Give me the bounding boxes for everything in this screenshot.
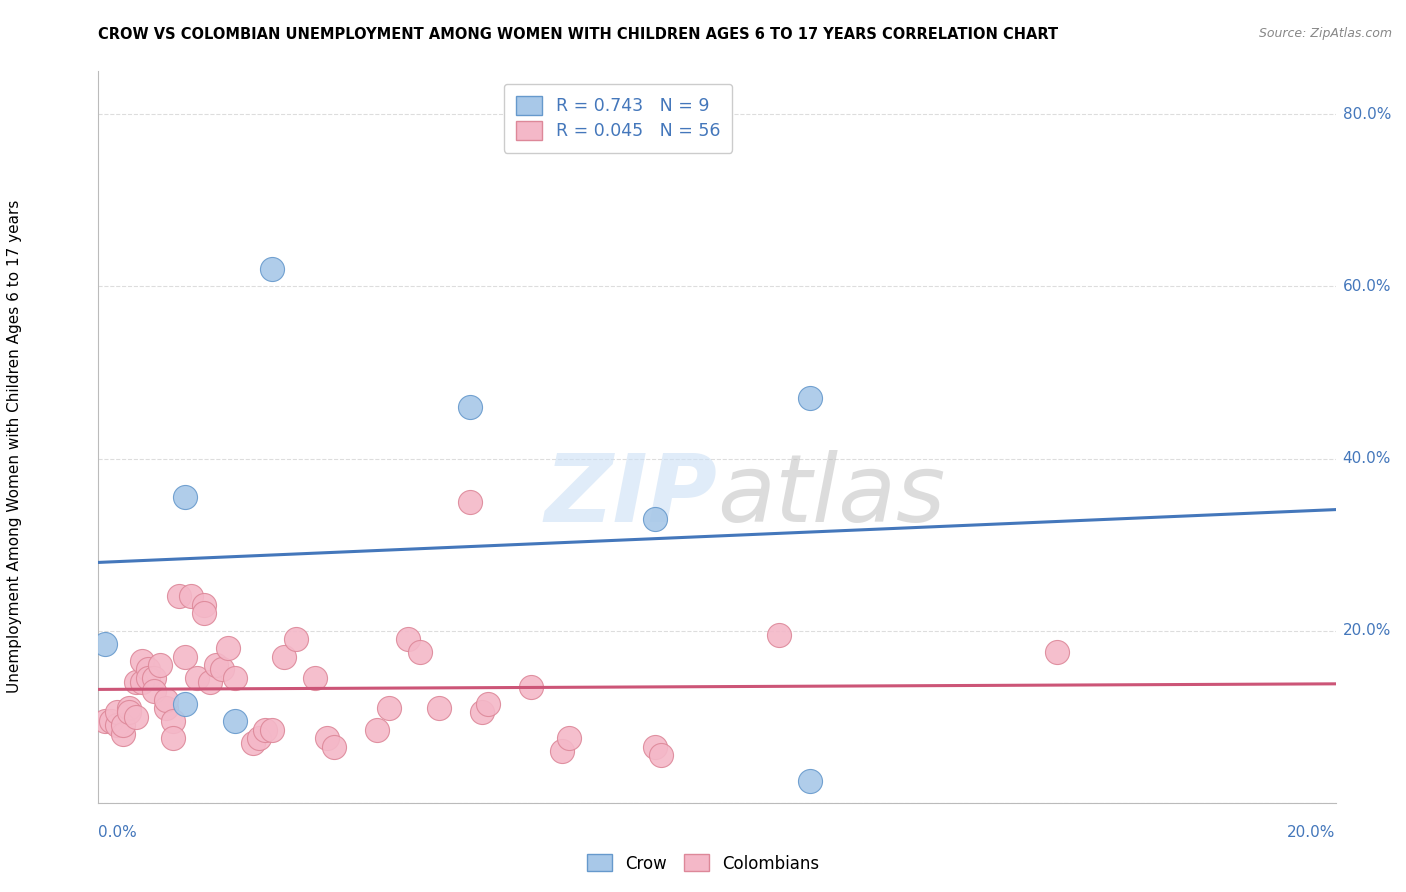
Point xyxy=(477,697,499,711)
Text: 60.0%: 60.0% xyxy=(1343,279,1391,294)
Point xyxy=(471,706,494,720)
Text: atlas: atlas xyxy=(717,450,945,541)
Point xyxy=(124,675,146,690)
Point xyxy=(174,697,197,711)
Point xyxy=(378,701,401,715)
Point xyxy=(205,658,228,673)
Point xyxy=(322,739,344,754)
Legend: Crow, Colombians: Crow, Colombians xyxy=(581,847,825,880)
Point xyxy=(247,731,270,746)
Point xyxy=(799,392,821,406)
Point xyxy=(112,727,135,741)
Point xyxy=(174,491,197,505)
Point xyxy=(273,649,295,664)
Point xyxy=(316,731,339,746)
Point xyxy=(551,744,574,758)
Point xyxy=(242,735,264,749)
Point xyxy=(285,632,308,647)
Point xyxy=(131,654,153,668)
Text: 0.0%: 0.0% xyxy=(98,825,138,840)
Point xyxy=(124,710,146,724)
Point xyxy=(458,400,481,414)
Point xyxy=(131,675,153,690)
Point xyxy=(260,723,283,737)
Point xyxy=(304,671,326,685)
Point xyxy=(105,718,128,732)
Point xyxy=(458,494,481,508)
Point xyxy=(155,692,177,706)
Point xyxy=(198,675,221,690)
Point xyxy=(167,589,190,603)
Point xyxy=(217,640,239,655)
Point xyxy=(136,671,159,685)
Point xyxy=(118,706,141,720)
Point xyxy=(409,645,432,659)
Text: 20.0%: 20.0% xyxy=(1288,825,1336,840)
Text: 80.0%: 80.0% xyxy=(1343,107,1391,122)
Point xyxy=(174,649,197,664)
Point xyxy=(557,731,579,746)
Point xyxy=(254,723,277,737)
Point xyxy=(143,671,166,685)
Text: Source: ZipAtlas.com: Source: ZipAtlas.com xyxy=(1258,27,1392,40)
Point xyxy=(155,701,177,715)
Text: CROW VS COLOMBIAN UNEMPLOYMENT AMONG WOMEN WITH CHILDREN AGES 6 TO 17 YEARS CORR: CROW VS COLOMBIAN UNEMPLOYMENT AMONG WOM… xyxy=(98,27,1059,42)
Point xyxy=(118,701,141,715)
Point xyxy=(427,701,450,715)
Point xyxy=(211,662,233,676)
Legend: R = 0.743   N = 9, R = 0.045   N = 56: R = 0.743 N = 9, R = 0.045 N = 56 xyxy=(503,84,733,153)
Point xyxy=(193,607,215,621)
Point xyxy=(105,706,128,720)
Point xyxy=(186,671,208,685)
Point xyxy=(644,739,666,754)
Point xyxy=(112,718,135,732)
Point xyxy=(93,714,115,728)
Point xyxy=(224,714,246,728)
Point xyxy=(644,512,666,526)
Text: 20.0%: 20.0% xyxy=(1343,624,1391,638)
Point xyxy=(149,658,172,673)
Point xyxy=(100,714,122,728)
Point xyxy=(93,637,115,651)
Point xyxy=(520,680,543,694)
Text: Unemployment Among Women with Children Ages 6 to 17 years: Unemployment Among Women with Children A… xyxy=(7,199,21,693)
Point xyxy=(768,628,790,642)
Point xyxy=(799,774,821,789)
Point xyxy=(396,632,419,647)
Point xyxy=(193,598,215,612)
Point xyxy=(180,589,202,603)
Point xyxy=(143,684,166,698)
Text: 40.0%: 40.0% xyxy=(1343,451,1391,467)
Point xyxy=(162,714,184,728)
Point xyxy=(650,748,672,763)
Point xyxy=(260,262,283,277)
Point xyxy=(224,671,246,685)
Text: ZIP: ZIP xyxy=(544,450,717,541)
Point xyxy=(366,723,388,737)
Point xyxy=(162,731,184,746)
Point xyxy=(1046,645,1069,659)
Point xyxy=(136,662,159,676)
